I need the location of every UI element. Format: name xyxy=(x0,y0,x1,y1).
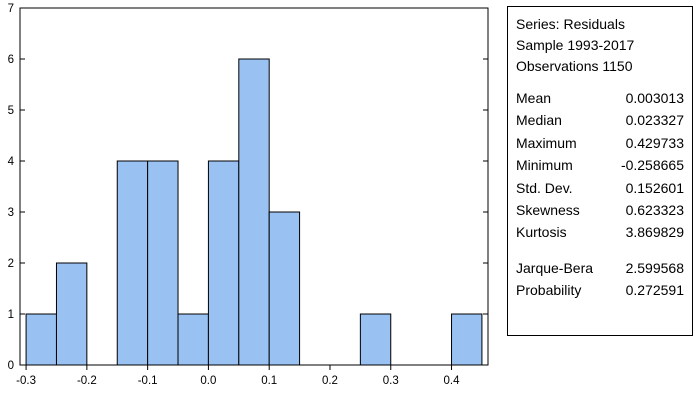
histogram-bar xyxy=(147,160,179,366)
histogram-bar xyxy=(238,58,270,366)
stat-row-median: Median 0.023327 xyxy=(516,109,692,131)
y-tick-label: 7 xyxy=(8,3,14,15)
stat-row-probability: Probability 0.272591 xyxy=(516,279,692,301)
stat-row-jarque-bera: Jarque-Bera 2.599568 xyxy=(516,257,692,279)
stat-label: Jarque-Bera xyxy=(516,259,594,276)
x-tick-label: -0.1 xyxy=(138,375,158,387)
stat-label: Std. Dev. xyxy=(516,179,573,196)
stat-value: 0.623323 xyxy=(625,201,684,218)
histogram-bar xyxy=(207,160,240,366)
stat-value: 0.003013 xyxy=(625,90,684,106)
y-tick-label: 6 xyxy=(8,54,14,66)
series-name: Series: Residuals xyxy=(516,16,625,32)
descriptive-stats: Mean 0.003013 Median 0.023327 Maximum 0.… xyxy=(516,87,692,244)
x-tick-label: 0.3 xyxy=(383,375,399,387)
stat-row-minimum: Minimum -0.258665 xyxy=(516,154,692,176)
stat-value: 2.599568 xyxy=(625,259,684,276)
stat-label: Maximum xyxy=(516,134,577,151)
histogram-bar xyxy=(55,262,88,366)
histogram-bar xyxy=(451,313,483,366)
x-tick-label: 0.1 xyxy=(261,375,277,387)
histogram-bar xyxy=(359,313,392,366)
stat-label: Median xyxy=(516,112,562,129)
x-tick-label: 0.2 xyxy=(322,375,338,387)
stat-value: 0.023327 xyxy=(625,112,684,129)
y-tick-label: 2 xyxy=(8,258,14,270)
x-tick-label: -0.2 xyxy=(77,375,97,387)
histogram-bar xyxy=(116,160,149,366)
plot-frame xyxy=(19,7,489,366)
stat-value: 0.152601 xyxy=(625,179,684,196)
stat-label: Skewness xyxy=(516,201,580,218)
x-tick-label: 0.4 xyxy=(444,375,461,387)
stat-label: Kurtosis xyxy=(516,224,567,241)
stat-label: Mean xyxy=(516,90,552,106)
stat-value: 0.272591 xyxy=(625,282,684,299)
stat-value: 3.869829 xyxy=(625,224,684,241)
stat-value: 0.429733 xyxy=(625,134,684,151)
stat-row-std-dev: Std. Dev. 0.152601 xyxy=(516,177,692,199)
stat-value: -0.258665 xyxy=(620,157,684,174)
x-axis: -0.3 -0.2 -0.1 0.0 0.1 0.2 0.3 0.4 xyxy=(16,365,460,387)
sample-range: Sample 1993-2017 xyxy=(516,37,635,53)
stat-row-mean: Mean 0.003013 xyxy=(516,87,692,109)
histogram-bar xyxy=(268,211,301,366)
normality-test: Jarque-Bera 2.599568 Probability 0.27259… xyxy=(516,257,692,302)
stat-row-skewness: Skewness 0.623323 xyxy=(516,199,692,221)
y-tick-label: 4 xyxy=(8,156,15,168)
y-axis: 0 1 2 3 4 5 6 7 xyxy=(8,3,488,372)
y-tick-label: 3 xyxy=(8,207,14,219)
histogram-bar xyxy=(177,313,209,366)
x-tick-label: 0.0 xyxy=(200,375,216,387)
histogram-bar xyxy=(25,313,57,366)
statistics-panel: Series: Residuals Sample 1993-2017 Obser… xyxy=(507,6,693,336)
stat-row-kurtosis: Kurtosis 3.869829 xyxy=(516,221,692,243)
histogram-chart: 0 1 2 3 4 5 6 7 -0.3 -0.2 -0.1 0.0 0.1 0.2 0.3 0.4 xyxy=(8,3,489,387)
y-tick-label: 0 xyxy=(8,360,14,372)
stat-label: Probability xyxy=(516,282,582,299)
x-tick-label: -0.3 xyxy=(16,375,36,387)
y-tick-label: 1 xyxy=(8,309,14,321)
histogram-bars xyxy=(25,58,483,366)
stat-label: Minimum xyxy=(516,157,573,174)
y-tick-label: 5 xyxy=(8,105,14,117)
observations-count: Observations 1150 xyxy=(516,58,633,74)
stat-row-maximum: Maximum 0.429733 xyxy=(516,132,692,154)
